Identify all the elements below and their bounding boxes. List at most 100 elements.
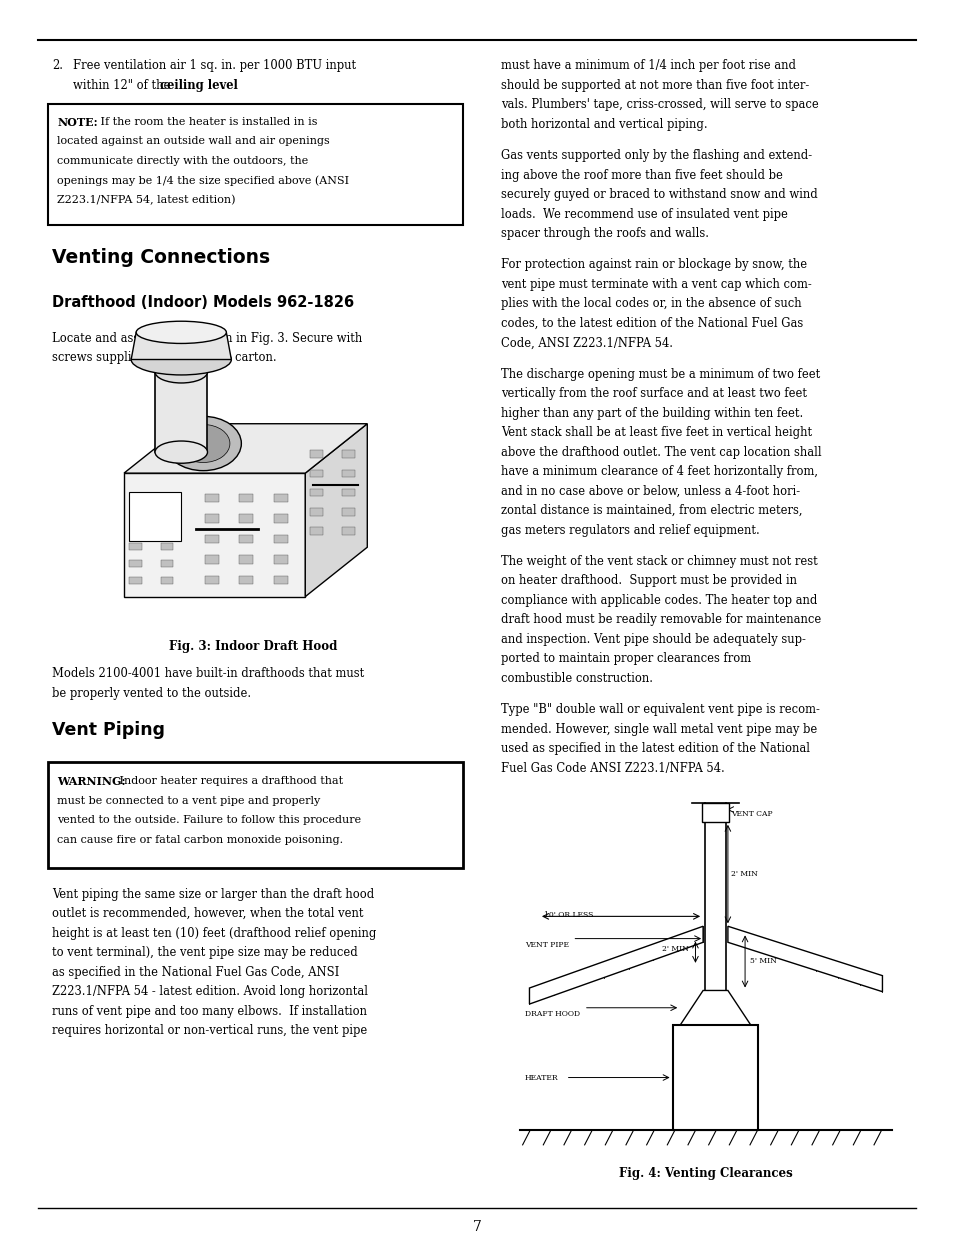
Text: outlet is recommended, however, when the total vent: outlet is recommended, however, when the… — [52, 908, 364, 920]
Bar — [672, 1025, 758, 1130]
Bar — [274, 556, 287, 563]
Text: vals. Plumbers' tape, criss-crossed, will serve to space: vals. Plumbers' tape, criss-crossed, wil… — [500, 99, 818, 111]
Bar — [205, 514, 218, 522]
Ellipse shape — [165, 416, 241, 471]
Text: must have a minimum of 1/4 inch per foot rise and: must have a minimum of 1/4 inch per foot… — [500, 59, 795, 73]
Bar — [310, 451, 322, 458]
Text: spacer through the roofs and walls.: spacer through the roofs and walls. — [500, 227, 708, 240]
Text: and in no case above or below, unless a 4-foot hori-: and in no case above or below, unless a … — [500, 484, 800, 498]
Text: should be supported at not more than five foot inter-: should be supported at not more than fiv… — [500, 79, 808, 91]
Text: Gas vents supported only by the flashing and extend-: Gas vents supported only by the flashing… — [500, 149, 811, 162]
Text: vented to the outside. Failure to follow this procedure: vented to the outside. Failure to follow… — [57, 815, 361, 825]
Bar — [239, 494, 253, 501]
Text: Fig. 4: Venting Clearances: Fig. 4: Venting Clearances — [618, 1167, 792, 1181]
Text: to vent terminal), the vent pipe size may be reduced: to vent terminal), the vent pipe size ma… — [52, 946, 357, 960]
Polygon shape — [131, 332, 231, 359]
Ellipse shape — [176, 425, 230, 463]
Polygon shape — [124, 424, 367, 473]
Text: communicate directly with the outdoors, the: communicate directly with the outdoors, … — [57, 156, 308, 165]
Text: Drafthood (Indoor) Models 962-1826: Drafthood (Indoor) Models 962-1826 — [52, 295, 355, 310]
Bar — [160, 578, 173, 584]
Polygon shape — [529, 926, 702, 1004]
Text: be properly vented to the outside.: be properly vented to the outside. — [52, 687, 252, 699]
Bar — [239, 535, 253, 543]
Bar — [129, 561, 141, 567]
Text: mended. However, single wall metal vent pipe may be: mended. However, single wall metal vent … — [500, 722, 816, 736]
Text: 2' MIN: 2' MIN — [730, 871, 757, 878]
Bar — [160, 543, 173, 550]
Text: Fuel Gas Code ANSI Z223.1/NFPA 54.: Fuel Gas Code ANSI Z223.1/NFPA 54. — [500, 762, 724, 774]
Text: vent pipe must terminate with a vent cap which com-: vent pipe must terminate with a vent cap… — [500, 278, 811, 290]
Text: Venting Connections: Venting Connections — [52, 248, 271, 267]
Text: within 12" of the: within 12" of the — [73, 79, 174, 91]
Text: Vent piping the same size or larger than the draft hood: Vent piping the same size or larger than… — [52, 888, 375, 900]
Bar — [239, 576, 253, 584]
Bar — [205, 556, 218, 563]
Text: HEATER: HEATER — [524, 1073, 558, 1082]
Bar — [160, 561, 173, 567]
Text: must be connected to a vent pipe and properly: must be connected to a vent pipe and pro… — [57, 797, 320, 806]
Text: If the room the heater is installed in is: If the room the heater is installed in i… — [97, 117, 317, 127]
Text: and inspection. Vent pipe should be adequately sup-: and inspection. Vent pipe should be adeq… — [500, 634, 805, 646]
Text: Type "B" double wall or equivalent vent pipe is recom-: Type "B" double wall or equivalent vent … — [500, 703, 819, 716]
Text: The discharge opening must be a minimum of two feet: The discharge opening must be a minimum … — [500, 368, 820, 380]
Text: runs of vent pipe and too many elbows.  If installation: runs of vent pipe and too many elbows. I… — [52, 1005, 367, 1018]
Text: VENT PIPE: VENT PIPE — [524, 941, 568, 948]
Text: loads.  We recommend use of insulated vent pipe: loads. We recommend use of insulated ven… — [500, 207, 787, 221]
Text: Fig. 3: Indoor Draft Hood: Fig. 3: Indoor Draft Hood — [169, 640, 336, 653]
Bar — [274, 514, 287, 522]
Bar — [48, 105, 462, 226]
Text: plies with the local codes or, in the absence of such: plies with the local codes or, in the ab… — [500, 298, 801, 310]
Bar — [310, 508, 322, 516]
Text: codes, to the latest edition of the National Fuel Gas: codes, to the latest edition of the Nati… — [500, 317, 802, 330]
Text: The weight of the vent stack or chimney must not rest: The weight of the vent stack or chimney … — [500, 555, 817, 568]
Text: Free ventilation air 1 sq. in. per 1000 BTU input: Free ventilation air 1 sq. in. per 1000 … — [73, 59, 356, 73]
Text: DRAFT HOOD: DRAFT HOOD — [524, 1010, 579, 1018]
Bar — [310, 469, 322, 477]
Text: NOTE:: NOTE: — [57, 117, 98, 127]
Text: 10' OR LESS: 10' OR LESS — [543, 911, 593, 919]
Bar — [341, 451, 355, 458]
Text: used as specified in the latest edition of the National: used as specified in the latest edition … — [500, 742, 809, 756]
Ellipse shape — [136, 321, 226, 343]
Text: Locate and assemble as shown in Fig. 3. Secure with: Locate and assemble as shown in Fig. 3. … — [52, 332, 362, 345]
Polygon shape — [679, 990, 750, 1025]
Text: Indoor heater requires a drafthood that: Indoor heater requires a drafthood that — [116, 777, 343, 787]
Bar — [205, 535, 218, 543]
Text: ceiling level: ceiling level — [160, 79, 238, 91]
Bar — [341, 508, 355, 516]
Text: above the drafthood outlet. The vent cap location shall: above the drafthood outlet. The vent cap… — [500, 446, 821, 458]
Text: Vent Piping: Vent Piping — [52, 721, 165, 739]
Text: ing above the roof more than five feet should be: ing above the roof more than five feet s… — [500, 168, 781, 182]
Bar — [310, 489, 322, 496]
Text: screws supplied in envelope in carton.: screws supplied in envelope in carton. — [52, 351, 276, 364]
Text: Z223.1/NFPA 54, latest edition): Z223.1/NFPA 54, latest edition) — [57, 195, 235, 205]
Text: can cause fire or fatal carbon monoxide poisoning.: can cause fire or fatal carbon monoxide … — [57, 835, 343, 845]
Bar — [341, 489, 355, 496]
Text: compliance with applicable codes. The heater top and: compliance with applicable codes. The he… — [500, 594, 817, 606]
Text: combustible construction.: combustible construction. — [500, 672, 652, 685]
Bar — [701, 804, 728, 823]
Text: have a minimum clearance of 4 feet horizontally from,: have a minimum clearance of 4 feet horiz… — [500, 466, 817, 478]
Text: zontal distance is maintained, from electric meters,: zontal distance is maintained, from elec… — [500, 504, 801, 517]
Text: gas meters regulators and relief equipment.: gas meters regulators and relief equipme… — [500, 524, 759, 537]
Text: openings may be 1/4 the size specified above (ANSI: openings may be 1/4 the size specified a… — [57, 175, 349, 185]
Polygon shape — [305, 424, 367, 597]
Text: For protection against rain or blockage by snow, the: For protection against rain or blockage … — [500, 258, 806, 272]
Polygon shape — [124, 473, 305, 597]
Bar — [274, 535, 287, 543]
Text: 5' MIN: 5' MIN — [749, 957, 776, 966]
Bar — [205, 494, 218, 501]
Text: ported to maintain proper clearances from: ported to maintain proper clearances fro… — [500, 652, 750, 666]
Bar — [274, 494, 287, 501]
Ellipse shape — [154, 361, 208, 383]
Bar — [129, 492, 181, 541]
Text: Code, ANSI Z223.1/NFPA 54.: Code, ANSI Z223.1/NFPA 54. — [500, 336, 672, 350]
Text: height is at least ten (10) feet (drafthood relief opening: height is at least ten (10) feet (drafth… — [52, 926, 376, 940]
Ellipse shape — [154, 441, 208, 463]
Text: securely guyed or braced to withstand snow and wind: securely guyed or braced to withstand sn… — [500, 188, 817, 201]
Bar — [239, 556, 253, 563]
Text: Models 2100-4001 have built-in drafthoods that must: Models 2100-4001 have built-in drafthood… — [52, 667, 364, 680]
Bar — [341, 469, 355, 477]
Text: 2.: 2. — [52, 59, 64, 73]
